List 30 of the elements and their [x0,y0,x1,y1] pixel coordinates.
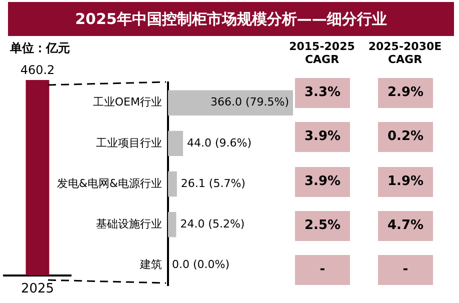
text: 3.3% [295,78,350,108]
y-tick-label: 发电&电网&电源行业 [56,176,162,190]
bar [168,212,176,238]
text: 4.7% [378,210,433,241]
bar [168,130,184,156]
data-label: 44.0 (9.6%) [187,136,252,150]
category-label: 2015-2025 CAGR [288,40,356,66]
text: - [378,255,433,286]
text: 单位：亿元 [10,40,70,57]
bar [168,171,177,197]
data-label: 24.0 (5.2%) [180,217,245,230]
data-label: 26.1 (5.7%) [180,176,246,190]
y-tick-label: 工业项目行业 [96,136,162,150]
y-tick-label: 建筑 [139,258,162,271]
text: 3.9% [295,166,350,197]
text: 0.2% [378,122,433,152]
data-label: 366.0 (79.5%) [210,96,289,109]
chart-title: 2025年中国控制柜市场规模分析——细分行业 [8,2,454,36]
x-tick-label: 2025 [20,282,54,297]
text: 1.9% [378,166,433,197]
y-tick-label: 基础设施行业 [96,217,162,230]
data-label: 460.2 [20,63,55,78]
text: 3.9% [295,122,350,152]
category-label: 2025-2030E CAGR [367,40,443,66]
bar [168,90,293,116]
text: - [295,255,350,286]
text: 2.9% [378,78,433,108]
text: 2.5% [295,210,350,241]
y-tick-label: 工业OEM行业 [92,96,162,109]
data-label: 0.0 (0.0%) [172,258,230,271]
